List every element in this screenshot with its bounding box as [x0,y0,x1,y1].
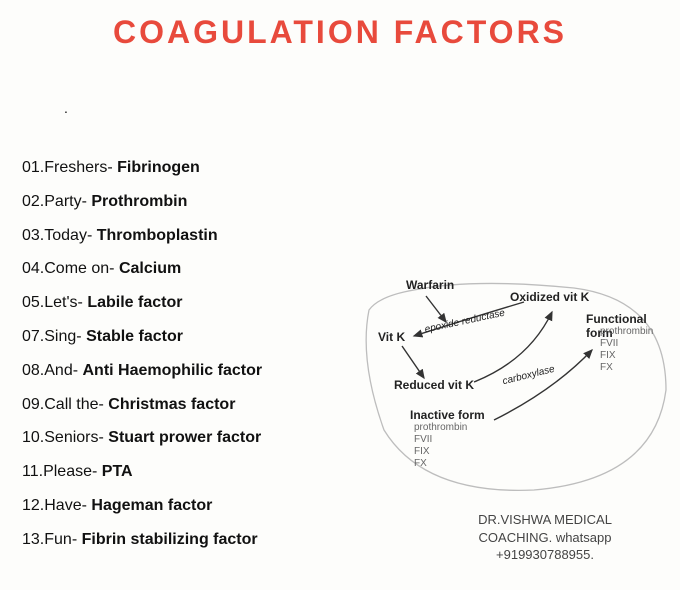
list-item: 13.Fun- Fibrin stabilizing factor [22,532,362,549]
label-functional-4: FX [600,362,613,373]
label-warfarin: Warfarin [406,278,454,292]
list-item: 10.Seniors- Stuart prower factor [22,430,362,447]
label-functional-1: prothrombin [600,326,653,337]
list-item: 01.Freshers- Fibrinogen [22,160,362,177]
list-item: 03.Today- Thromboplastin [22,228,362,245]
factor-list: 01.Freshers- Fibrinogen 02.Party- Prothr… [22,160,362,566]
label-inactive-2: FVII [414,434,432,445]
vitk-cycle-diagram: Warfarin Oxidized vit K Vit K Reduced vi… [354,270,674,500]
label-oxidized-vitk: Oxidized vit K [510,290,589,304]
label-functional-3: FIX [600,350,616,361]
bullet-dot: . [64,100,68,116]
list-item: 11.Please- PTA [22,464,362,481]
list-item: 05.Let's- Labile factor [22,295,362,312]
list-item: 08.And- Anti Haemophilic factor [22,363,362,380]
label-functional-2: FVII [600,338,618,349]
credit-line: DR.VISHWA MEDICAL [450,511,640,529]
label-inactive-3: FIX [414,446,430,457]
list-item: 02.Party- Prothrombin [22,194,362,211]
label-reduced-vitk: Reduced vit K [394,378,474,392]
list-item: 09.Call the- Christmas factor [22,397,362,414]
credit-line: COACHING. whatsapp [450,529,640,547]
label-inactive-4: FX [414,458,427,469]
label-inactive-form: Inactive form [410,408,485,422]
label-vitk: Vit K [378,330,405,344]
list-item: 12.Have- Hageman factor [22,498,362,515]
credit-block: DR.VISHWA MEDICAL COACHING. whatsapp +91… [450,511,640,564]
page-title: COAGULATION FACTORS [0,0,680,57]
credit-line: +919930788955. [450,546,640,564]
list-item: 04.Come on- Calcium [22,261,362,278]
list-item: 07.Sing- Stable factor [22,329,362,346]
label-inactive-1: prothrombin [414,422,467,433]
